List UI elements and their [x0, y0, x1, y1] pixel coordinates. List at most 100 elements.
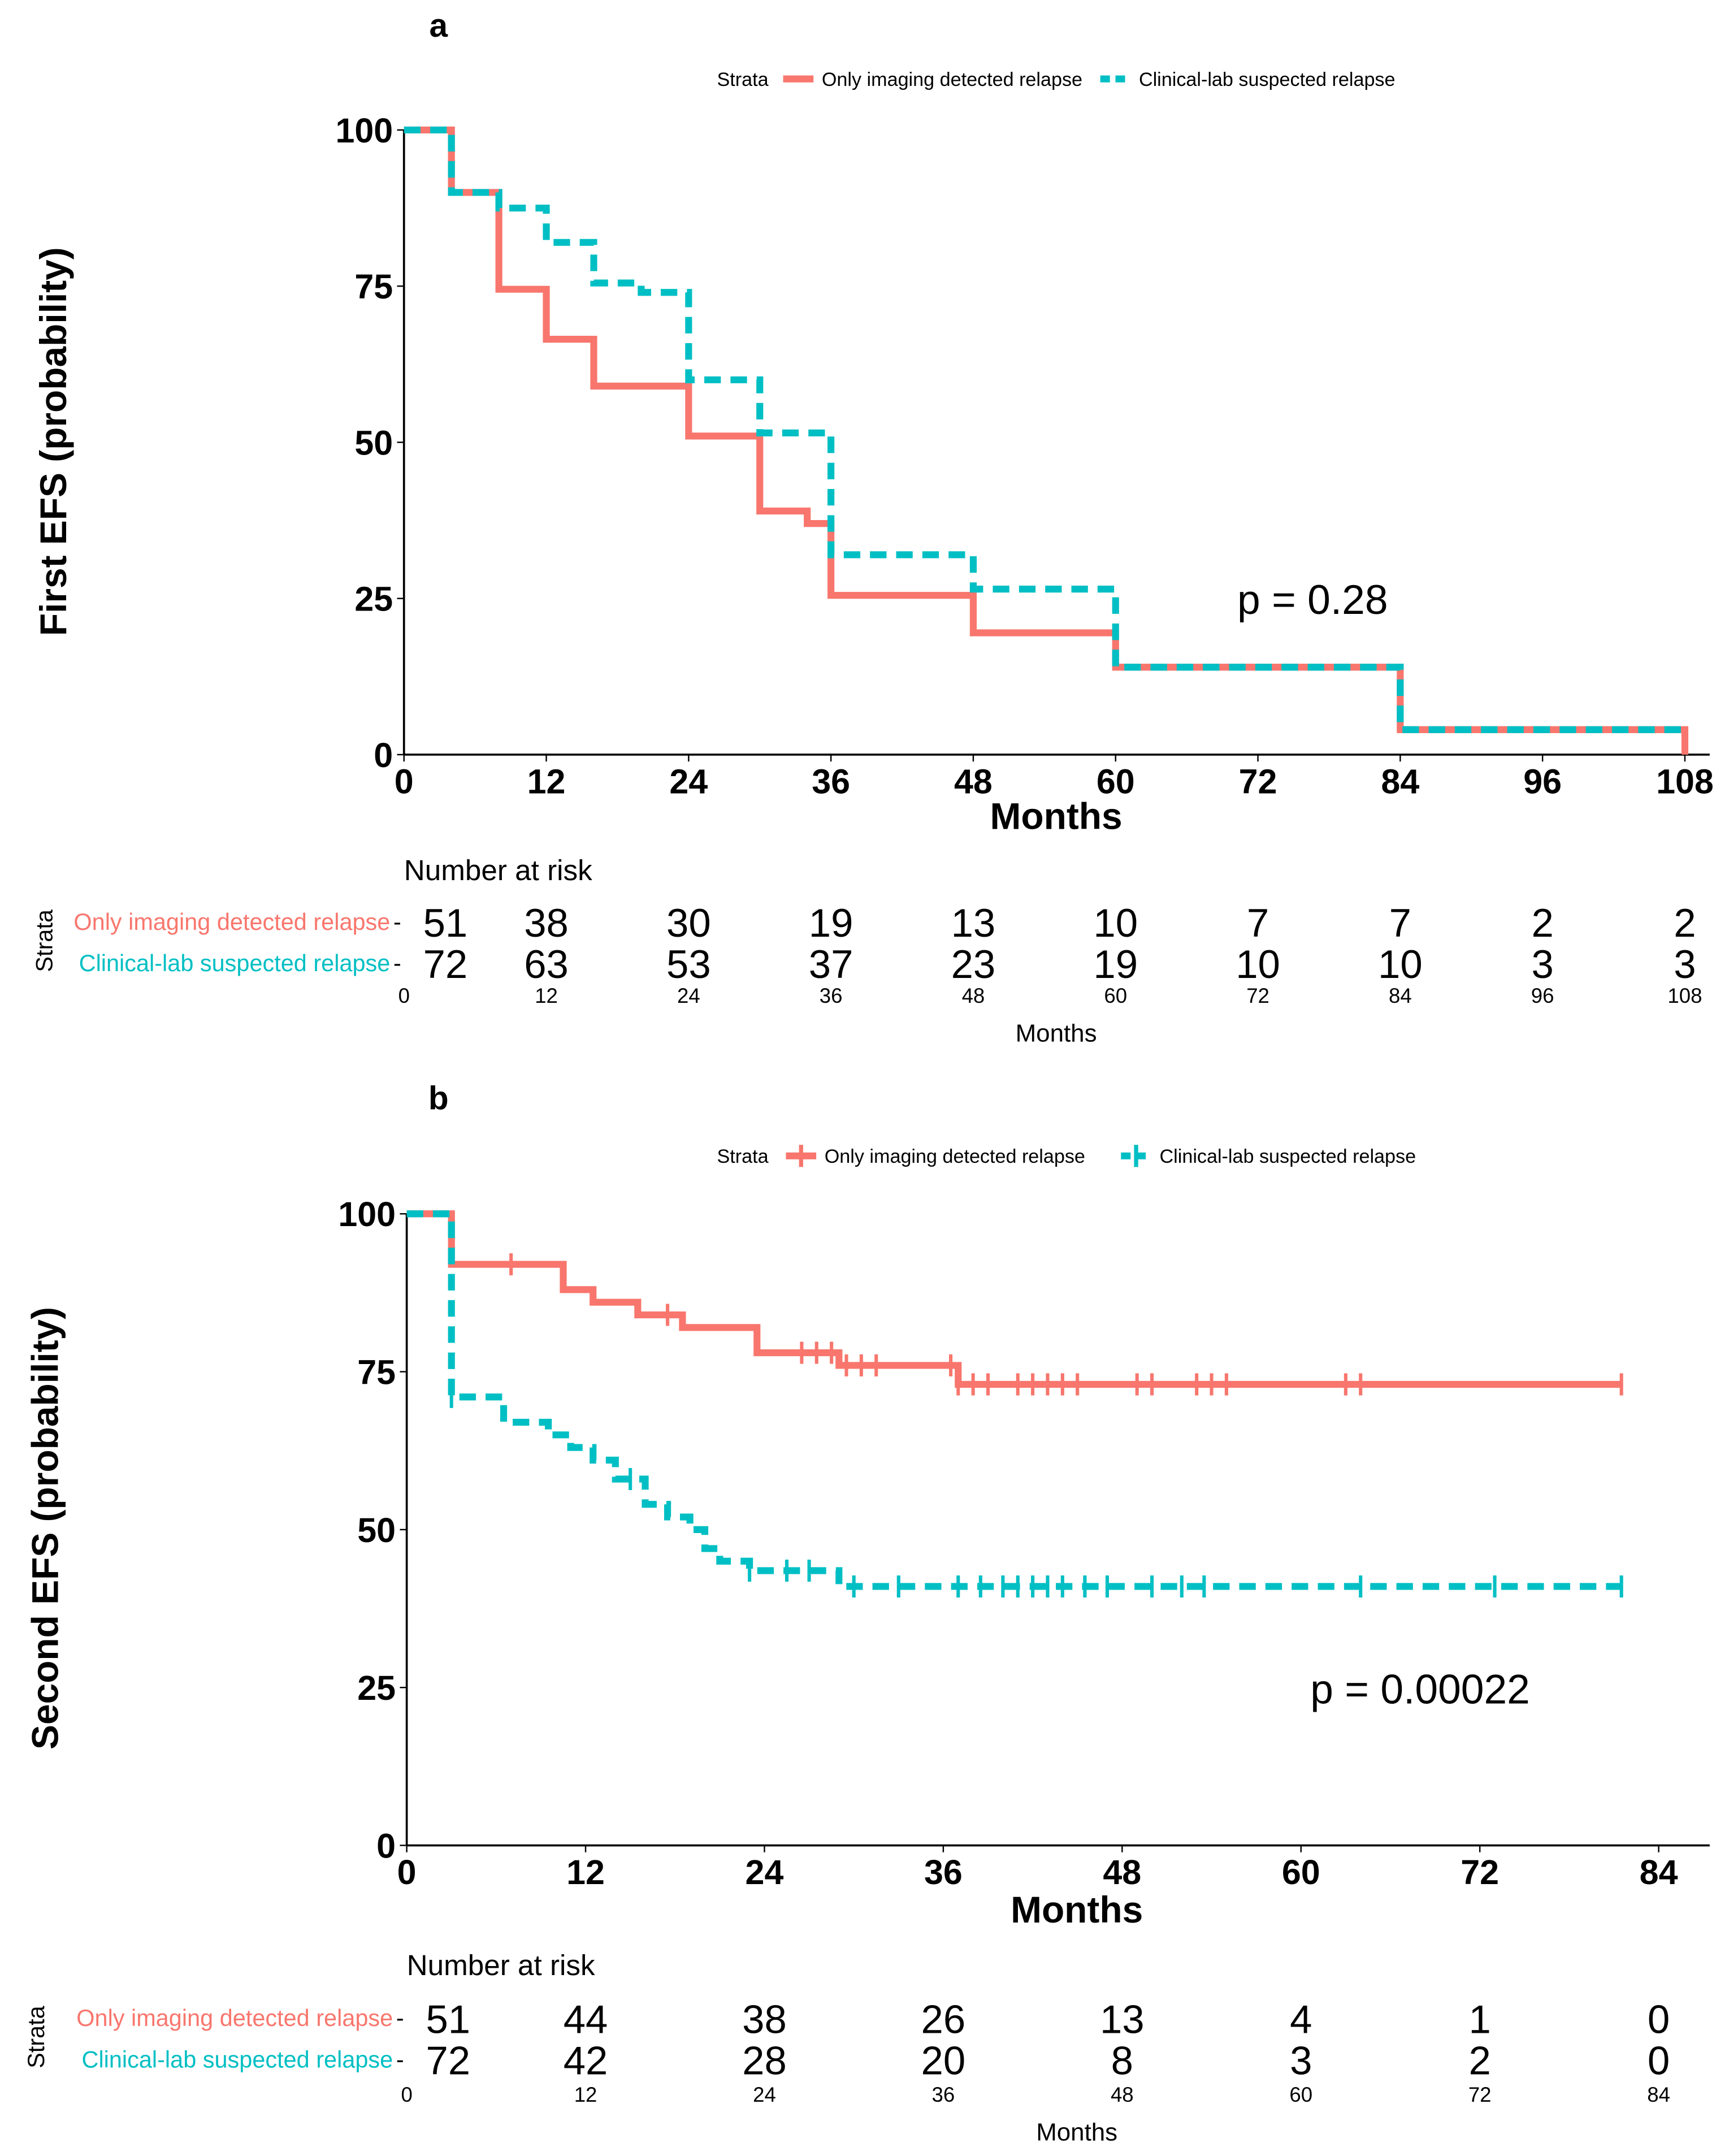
x-tick-label: 60 [1097, 762, 1135, 800]
risk-time-label: 0 [398, 984, 410, 1007]
x-tick-label: 0 [395, 762, 414, 800]
x-tick-label: 72 [1461, 1853, 1499, 1891]
y-tick-label: 75 [354, 267, 393, 306]
risk-count: 13 [1100, 1997, 1145, 2041]
risk-count: 3 [1674, 942, 1696, 986]
y-tick-label: 25 [354, 580, 393, 618]
risk-count: 2 [1468, 2038, 1490, 2083]
risk-time-label: 108 [1667, 984, 1702, 1007]
risk-table-title: Number at risk [407, 1949, 595, 1981]
legend-entry-0: Only imaging detected relapse [822, 69, 1082, 90]
risk-time-label: 48 [1111, 2083, 1134, 2106]
y-axis-title: Second EFS (probability) [24, 1307, 66, 1750]
risk-time-label: 84 [1647, 2083, 1670, 2106]
risk-table-title: Number at risk [404, 854, 592, 886]
x-tick-label: 12 [566, 1853, 605, 1891]
risk-count: 1 [1468, 1997, 1490, 2041]
x-tick-label: 48 [954, 762, 993, 800]
x-tick-label: 108 [1656, 762, 1714, 800]
risk-count: 53 [666, 942, 711, 986]
x-axis-title: Months [1011, 1889, 1143, 1930]
risk-count: 38 [742, 1997, 787, 2041]
risk-time-label: 72 [1468, 2083, 1492, 2106]
risk-count: 28 [742, 2038, 787, 2083]
risk-count: 0 [1648, 2038, 1670, 2083]
risk-time-label: 12 [574, 2083, 597, 2106]
risk-row-dash: - [393, 950, 401, 976]
panel-b: b Strata Only imaging detected relapse Clin… [23, 1080, 1710, 2146]
risk-count: 0 [1648, 1997, 1670, 2041]
risk-count: 51 [423, 901, 468, 945]
risk-count: 51 [426, 1997, 470, 2041]
x-tick-label: 24 [746, 1853, 784, 1891]
risk-time-label: 72 [1246, 984, 1269, 1007]
y-tick-label: 75 [357, 1353, 396, 1392]
legend: Strata Only imaging detected relapse Clini… [717, 69, 1395, 90]
y-tick-label: 0 [374, 736, 393, 774]
x-tick-label: 24 [669, 762, 708, 800]
risk-count: 37 [809, 942, 853, 986]
y-tick-label: 50 [354, 423, 393, 462]
risk-count: 44 [564, 1997, 608, 2041]
risk-table: Number at risk Strata Only imaging detecte… [23, 1949, 1670, 2146]
risk-time-label: 48 [962, 984, 985, 1007]
risk-time-label: 60 [1104, 984, 1127, 1007]
risk-count: 42 [564, 2038, 608, 2083]
p-value: p = 0.28 [1237, 577, 1388, 623]
risk-row-label: Clinical-lab suspected relapse [79, 950, 391, 976]
p-value: p = 0.00022 [1310, 1666, 1530, 1712]
risk-count: 3 [1531, 942, 1553, 986]
panel-label: a [429, 7, 448, 44]
risk-count: 20 [921, 2038, 966, 2083]
legend-entry-1: Clinical-lab suspected relapse [1139, 69, 1396, 90]
y-tick-label: 25 [357, 1669, 396, 1707]
risk-count: 10 [1093, 901, 1138, 945]
risk-row-dash: - [396, 2046, 404, 2072]
risk-row-label: Clinical-lab suspected relapse [82, 2046, 393, 2072]
x-tick-label: 72 [1239, 762, 1277, 800]
risk-count: 72 [423, 942, 468, 986]
x-tick-label: 36 [924, 1853, 963, 1891]
risk-count: 10 [1236, 942, 1280, 986]
risk-count: 2 [1531, 901, 1553, 945]
risk-row-label: Only imaging detected relapse [73, 908, 390, 935]
risk-count: 63 [524, 942, 569, 986]
x-axis-title: Months [990, 795, 1123, 837]
legend-title: Strata [717, 1146, 768, 1167]
risk-row-dash: - [393, 908, 401, 935]
x-tick-label: 0 [397, 1853, 417, 1891]
risk-count: 19 [1093, 942, 1138, 986]
x-tick-label: 36 [812, 762, 850, 800]
risk-row-dash: - [396, 2005, 404, 2031]
risk-count: 19 [809, 901, 853, 945]
y-tick-label: 50 [357, 1511, 396, 1549]
risk-count: 72 [426, 2038, 470, 2083]
risk-time-label: 24 [753, 2083, 776, 2106]
legend-entry-0: Only imaging detected relapse [825, 1146, 1085, 1167]
x-tick-label: 84 [1381, 762, 1419, 800]
risk-row-label: Only imaging detected relapse [76, 2005, 393, 2031]
risk-time-label: 12 [535, 984, 558, 1007]
risk-count: 4 [1290, 1997, 1312, 2041]
risk-time-label: 24 [677, 984, 700, 1007]
panel-label: b [428, 1080, 449, 1117]
risk-xlabel: Months [1036, 2119, 1117, 2146]
risk-time-label: 84 [1389, 984, 1412, 1007]
risk-count: 26 [921, 1997, 966, 2041]
risk-strata-label: Strata [31, 909, 58, 972]
risk-count: 3 [1290, 2038, 1312, 2083]
km-curve-imaging [404, 126, 1689, 755]
risk-count: 38 [524, 901, 569, 945]
y-tick-label: 100 [338, 1195, 396, 1233]
risk-time-label: 36 [932, 2083, 955, 2106]
legend-entry-1: Clinical-lab suspected relapse [1160, 1146, 1416, 1167]
legend-title: Strata [717, 69, 768, 90]
panel-a: a Strata Only imaging detected relapse Clin… [31, 7, 1714, 1047]
risk-time-label: 60 [1289, 2083, 1312, 2106]
x-tick-label: 96 [1523, 762, 1562, 800]
risk-count: 7 [1389, 901, 1411, 945]
risk-xlabel: Months [1016, 1019, 1097, 1047]
y-tick-label: 100 [335, 111, 393, 150]
legend: Strata Only imaging detected relapse Clini… [717, 1145, 1416, 1167]
x-tick-label: 84 [1640, 1853, 1678, 1891]
